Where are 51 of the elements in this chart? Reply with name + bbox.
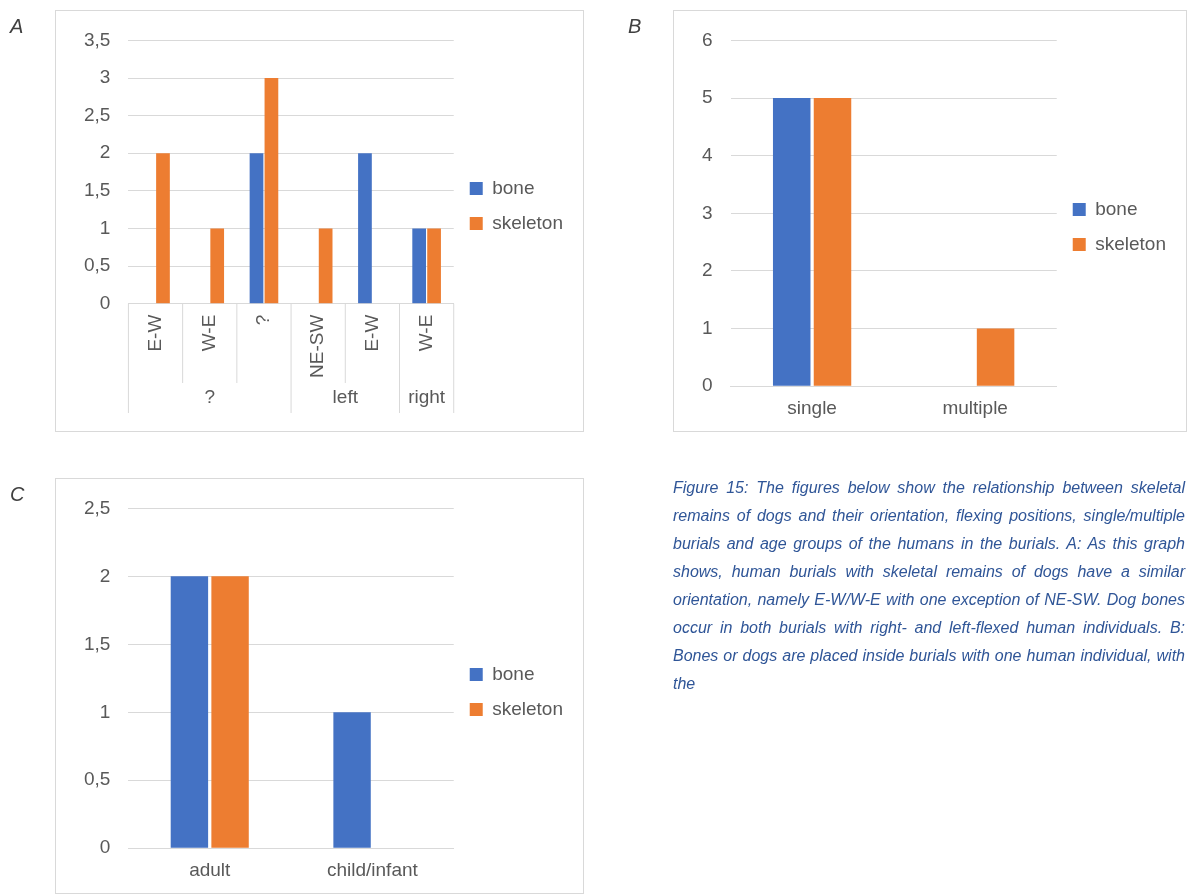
y-tick-label: 1 (701, 316, 713, 338)
y-tick-label: 4 (701, 143, 713, 165)
legend-label: bone (492, 662, 535, 684)
chart-title: A (10, 15, 24, 38)
y-tick-label: 0 (701, 374, 713, 396)
chart-title: B (628, 15, 642, 38)
y-tick-label: 3,5 (83, 28, 111, 50)
bar (358, 153, 372, 304)
y-tick-label: 1 (99, 216, 111, 238)
bar (249, 153, 264, 304)
y-tick-label: 2 (701, 259, 713, 281)
x-tick-label: child/infant (326, 858, 419, 880)
text: right (408, 386, 446, 408)
y-tick-label: 2,5 (83, 496, 111, 518)
y-tick-label: 0,5 (83, 254, 111, 276)
bar (264, 78, 279, 304)
chart-title: C (10, 483, 25, 506)
bar (210, 228, 225, 304)
y-tick-label: 3 (701, 201, 713, 223)
x-tick-label: W-E (414, 314, 436, 352)
y-tick-label: 3 (99, 66, 111, 88)
y-tick-label: 0 (99, 836, 111, 858)
y-tick-label: 6 (701, 28, 713, 50)
x-tick-label: ? (252, 314, 274, 326)
legend-label: bone (1095, 197, 1138, 219)
y-tick-label: 5 (701, 86, 713, 108)
x-tick-label: E-W (143, 314, 165, 352)
x-tick-label: E-W (360, 314, 382, 352)
x-tick-label: NE-SW (306, 314, 328, 378)
legend-label: skeleton (492, 211, 564, 233)
y-tick-label: 2 (99, 564, 111, 586)
y-tick-label: 2 (99, 141, 111, 163)
y-tick-label: 2,5 (83, 103, 111, 125)
y-tick-label: 1,5 (83, 179, 111, 201)
x-tick-label: adult (189, 858, 232, 880)
legend-label: skeleton (1095, 232, 1167, 254)
y-tick-label: 0 (99, 291, 111, 313)
y-tick-label: 0,5 (83, 768, 111, 790)
y-tick-label: 1,5 (83, 632, 111, 654)
bar (427, 228, 441, 304)
x-tick-label: W-E (197, 314, 219, 352)
text: left (332, 386, 359, 408)
legend-label: bone (492, 176, 535, 198)
y-tick-label: 1 (99, 700, 111, 722)
x-tick-label: multiple (942, 396, 1008, 418)
caption: Figure 15: The figures below show the relationship between skeletal remains of dogs and their orientation, flexing positions, single/multiple burials and age groups of the humans in the burials. A: As this graph shows, human burials with skeletal remains of dogs have a similar orientation, namely E-W/W-E with one exception of NE-SW. Dog bones occur in both burials with right- and left-flexed human individuals. B: Bones or dogs are placed inside burials with one human individual, with the (673, 478, 1185, 694)
x-tick-label: single (787, 396, 837, 418)
bar (156, 153, 170, 304)
bar (412, 228, 427, 304)
bar (318, 228, 333, 304)
legend-label: skeleton (492, 697, 564, 719)
